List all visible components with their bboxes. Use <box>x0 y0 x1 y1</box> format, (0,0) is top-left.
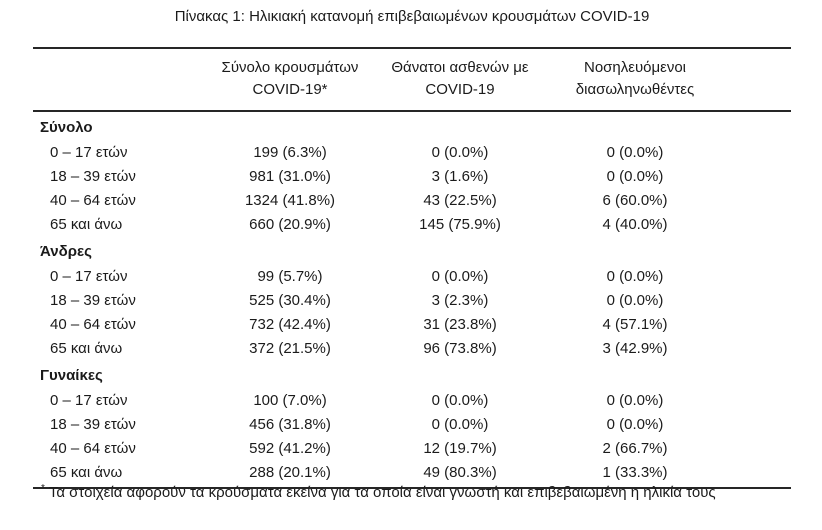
table-row: 65 και άνω 288 (20.1%) 49 (80.3%) 1 (33.… <box>33 460 791 484</box>
covid-age-table: Σύνολο κρουσμάτων COVID-19* Θάνατοι ασθε… <box>33 47 791 489</box>
column-header-cases: Σύνολο κρουσμάτων COVID-19* <box>200 57 380 101</box>
table-row: 18 – 39 ετών 456 (31.8%) 0 (0.0%) 0 (0.0… <box>33 412 791 436</box>
table-row: 0 – 17 ετών 99 (5.7%) 0 (0.0%) 0 (0.0%) <box>33 264 791 288</box>
table-row: 18 – 39 ετών 981 (31.0%) 3 (1.6%) 0 (0.0… <box>33 164 791 188</box>
cases-value: 981 (31.0%) <box>249 167 331 185</box>
deaths-value: 96 (73.8%) <box>423 339 497 357</box>
section-label-women: Γυναίκες <box>40 367 103 384</box>
cases-value: 660 (20.9%) <box>249 215 331 233</box>
deaths-value: 3 (2.3%) <box>431 291 489 309</box>
column-header-intubated-line2: διασωληνωθέντες <box>575 81 695 98</box>
age-group-label: 0 – 17 ετών <box>50 143 128 161</box>
age-group-label: 40 – 64 ετών <box>50 439 136 457</box>
intubated-value: 0 (0.0%) <box>606 291 664 309</box>
footnote-text: Τα στοιχεία αφορούν τα κρούσματα εκείνα … <box>48 484 716 501</box>
table-title: Πίνακας 1: Ηλικιακή κατανομή επιβεβαιωμέ… <box>174 8 650 25</box>
table-row: 0 – 17 ετών 199 (6.3%) 0 (0.0%) 0 (0.0%) <box>33 140 791 164</box>
deaths-value: 145 (75.9%) <box>419 215 501 233</box>
age-group-label: 0 – 17 ετών <box>50 267 128 285</box>
column-header-cases-line1: Σύνολο κρουσμάτων <box>221 59 359 76</box>
intubated-value: 0 (0.0%) <box>606 391 664 409</box>
column-header-deaths-line2: COVID-19 <box>425 81 495 98</box>
deaths-value: 49 (80.3%) <box>423 463 497 481</box>
table-row: 0 – 17 ετών 100 (7.0%) 0 (0.0%) 0 (0.0%) <box>33 388 791 412</box>
age-group-label: 40 – 64 ετών <box>50 315 136 333</box>
column-header-intubated-line1: Νοσηλευόμενοι <box>583 59 686 76</box>
cases-value: 592 (41.2%) <box>249 439 331 457</box>
intubated-value: 0 (0.0%) <box>606 167 664 185</box>
cases-value: 99 (5.7%) <box>257 267 323 285</box>
cases-value: 372 (21.5%) <box>249 339 331 357</box>
footnote-marker: * <box>41 483 45 494</box>
deaths-value: 0 (0.0%) <box>431 143 489 161</box>
age-group-label: 65 και άνω <box>50 339 123 357</box>
deaths-value: 12 (19.7%) <box>423 439 497 457</box>
column-header-intubated: Νοσηλευόμενοι διασωληνωθέντες <box>540 57 730 101</box>
table-header-row: Σύνολο κρουσμάτων COVID-19* Θάνατοι ασθε… <box>33 49 791 112</box>
table-row: 40 – 64 ετών 732 (42.4%) 31 (23.8%) 4 (5… <box>33 312 791 336</box>
table-body: Σύνολο 0 – 17 ετών 199 (6.3%) 0 (0.0%) 0… <box>33 112 791 489</box>
column-header-deaths: Θάνατοι ασθενών με COVID-19 <box>380 57 540 101</box>
table-row: 18 – 39 ετών 525 (30.4%) 3 (2.3%) 0 (0.0… <box>33 288 791 312</box>
deaths-value: 0 (0.0%) <box>431 415 489 433</box>
table-footnote: * Τα στοιχεία αφορούν τα κρούσματα εκείν… <box>41 483 801 501</box>
age-group-label: 18 – 39 ετών <box>50 415 136 433</box>
age-group-label: 18 – 39 ετών <box>50 167 136 185</box>
table-row: 65 και άνω 372 (21.5%) 96 (73.8%) 3 (42.… <box>33 336 791 360</box>
cases-value: 732 (42.4%) <box>249 315 331 333</box>
intubated-value: 2 (66.7%) <box>602 439 668 457</box>
deaths-value: 0 (0.0%) <box>431 391 489 409</box>
age-group-label: 18 – 39 ετών <box>50 291 136 309</box>
column-header-deaths-line1: Θάνατοι ασθενών με <box>391 59 529 76</box>
deaths-value: 0 (0.0%) <box>431 267 489 285</box>
cases-value: 525 (30.4%) <box>249 291 331 309</box>
intubated-value: 1 (33.3%) <box>602 463 668 481</box>
cases-value: 1324 (41.8%) <box>244 191 336 209</box>
table-row: 40 – 64 ετών 592 (41.2%) 12 (19.7%) 2 (6… <box>33 436 791 460</box>
deaths-value: 31 (23.8%) <box>423 315 497 333</box>
age-group-label: 0 – 17 ετών <box>50 391 128 409</box>
intubated-value: 6 (60.0%) <box>602 191 668 209</box>
table-row: 40 – 64 ετών 1324 (41.8%) 43 (22.5%) 6 (… <box>33 188 791 212</box>
intubated-value: 4 (57.1%) <box>602 315 668 333</box>
cases-value: 199 (6.3%) <box>253 143 327 161</box>
intubated-value: 0 (0.0%) <box>606 143 664 161</box>
section-label-total: Σύνολο <box>40 119 93 136</box>
cases-value: 288 (20.1%) <box>249 463 331 481</box>
table-row: 65 και άνω 660 (20.9%) 145 (75.9%) 4 (40… <box>33 212 791 236</box>
age-group-label: 65 και άνω <box>50 463 123 481</box>
intubated-value: 0 (0.0%) <box>606 267 664 285</box>
cases-value: 456 (31.8%) <box>249 415 331 433</box>
deaths-value: 43 (22.5%) <box>423 191 497 209</box>
intubated-value: 4 (40.0%) <box>602 215 668 233</box>
intubated-value: 3 (42.9%) <box>602 339 668 357</box>
deaths-value: 3 (1.6%) <box>431 167 489 185</box>
column-header-cases-line2: COVID-19* <box>252 81 328 98</box>
intubated-value: 0 (0.0%) <box>606 415 664 433</box>
cases-value: 100 (7.0%) <box>253 391 327 409</box>
section-label-men: Άνδρες <box>40 243 92 260</box>
age-group-label: 65 και άνω <box>50 215 123 233</box>
age-group-label: 40 – 64 ετών <box>50 191 136 209</box>
